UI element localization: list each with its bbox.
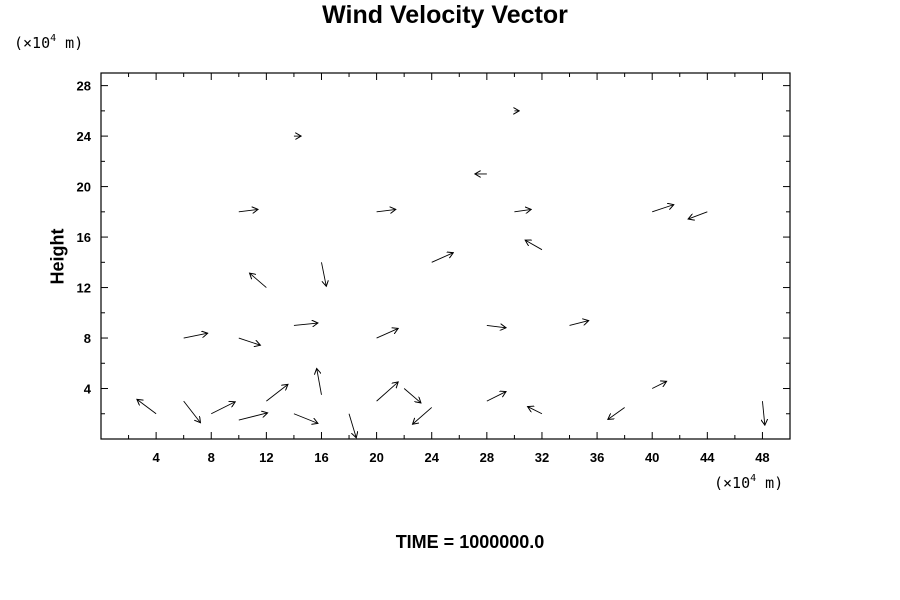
wind-vector: [317, 368, 322, 395]
wind-vector: [376, 209, 396, 211]
x-axis-unit: (×104 m): [714, 473, 784, 492]
time-label: TIME = 1000000.0: [395, 532, 545, 552]
wind-vector: [266, 384, 288, 402]
wind-vector: [688, 211, 708, 219]
wind-vector: [183, 400, 201, 423]
wind-vector: [431, 253, 454, 263]
wind-vector: [321, 262, 326, 286]
x-tick-label: 44: [700, 450, 715, 465]
wind-vector: [486, 325, 506, 327]
y-tick-label: 16: [77, 230, 91, 245]
wind-vector: [608, 407, 625, 419]
wind-vector: [137, 399, 157, 415]
wind-vector: [293, 413, 318, 424]
x-tick-label: 28: [480, 450, 494, 465]
wind-vector: [762, 401, 764, 425]
wind-vector: [250, 273, 267, 288]
wind-vector: [376, 382, 399, 402]
wind-vector: [403, 388, 421, 403]
y-axis-unit: (×104 m): [14, 33, 84, 52]
wind-vector: [525, 240, 543, 251]
y-tick-label: 12: [77, 281, 91, 296]
x-tick-label: 40: [645, 450, 659, 465]
x-tick-label: 12: [259, 450, 273, 465]
x-tick-label: 20: [369, 450, 383, 465]
wind-vector: [348, 413, 356, 438]
x-tick-label: 8: [208, 450, 215, 465]
x-tick-label: 32: [535, 450, 549, 465]
wind-vector: [528, 407, 543, 415]
wind-vector: [514, 209, 531, 211]
wind-vector: [413, 407, 433, 424]
x-tick-label: 48: [755, 450, 769, 465]
y-tick-label: 20: [77, 180, 91, 195]
wind-vector: [183, 333, 208, 339]
y-tick-label: 8: [84, 331, 91, 346]
x-tick-label: 4: [153, 450, 161, 465]
wind-vector: [293, 323, 318, 325]
x-tick-label: 36: [590, 450, 604, 465]
wind-vector: [238, 413, 268, 421]
wind-vector: [376, 328, 399, 339]
wind-vector: [486, 392, 506, 402]
wind-vector: [652, 205, 674, 213]
wind-vector: [238, 337, 261, 345]
y-tick-label: 28: [77, 79, 91, 94]
wind-vector: [238, 209, 258, 211]
chart-title: Wind Velocity Vector: [322, 1, 568, 29]
y-tick-label: 24: [77, 129, 92, 144]
wind-vector: [211, 402, 235, 415]
y-tick-label: 4: [84, 382, 92, 397]
wind-vector: [569, 321, 589, 326]
wind-vector: [651, 381, 666, 389]
x-tick-label: 24: [424, 450, 439, 465]
x-tick-label: 16: [314, 450, 328, 465]
